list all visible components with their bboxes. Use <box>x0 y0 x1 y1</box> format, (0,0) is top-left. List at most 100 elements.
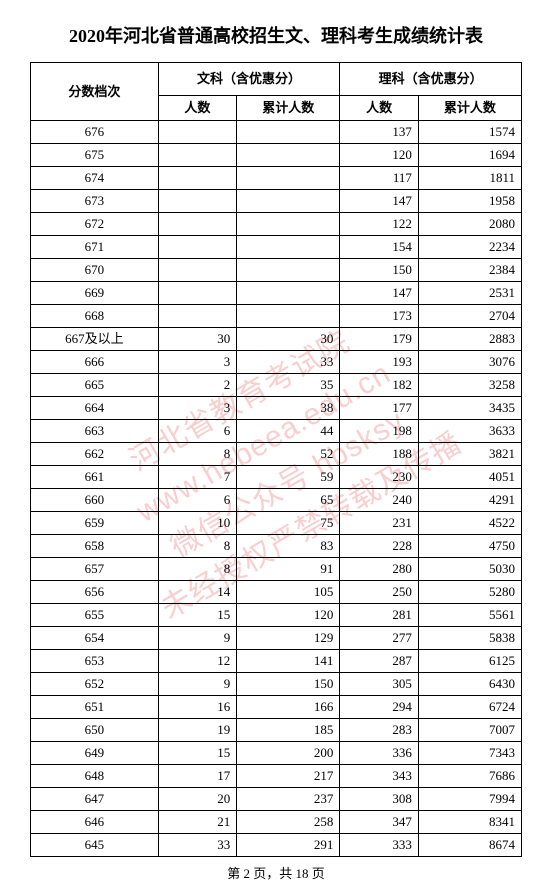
li-count-cell: 193 <box>340 351 419 374</box>
content: 2020年河北省普通高校招生文、理科考生成绩统计表 分数档次 文科（含优惠分） … <box>30 22 522 882</box>
wen-count-cell <box>158 259 237 282</box>
table-row: 6636441983633 <box>31 420 522 443</box>
wen-count-cell <box>158 236 237 259</box>
li-count-cell: 117 <box>340 167 419 190</box>
score-cell: 650 <box>31 719 159 742</box>
col-li-cum: 累计人数 <box>418 96 521 121</box>
col-li-count: 人数 <box>340 96 419 121</box>
table-row: 6617592304051 <box>31 466 522 489</box>
li-cum-cell: 4522 <box>418 512 521 535</box>
score-cell: 675 <box>31 144 159 167</box>
col-score: 分数档次 <box>31 63 159 121</box>
wen-count-cell: 2 <box>158 374 237 397</box>
table-row: 6652351823258 <box>31 374 522 397</box>
table-row: 6711542234 <box>31 236 522 259</box>
wen-cum-cell <box>237 213 340 236</box>
wen-count-cell: 3 <box>158 351 237 374</box>
li-count-cell: 147 <box>340 282 419 305</box>
li-cum-cell: 6430 <box>418 673 521 696</box>
wen-count-cell: 9 <box>158 673 237 696</box>
li-count-cell: 281 <box>340 604 419 627</box>
table-row: 6701502384 <box>31 259 522 282</box>
wen-count-cell: 17 <box>158 765 237 788</box>
wen-count-cell: 14 <box>158 581 237 604</box>
score-cell: 657 <box>31 558 159 581</box>
table-row: 656141052505280 <box>31 581 522 604</box>
score-cell: 646 <box>31 811 159 834</box>
col-li-group: 理科（含优惠分） <box>340 63 522 96</box>
li-count-cell: 228 <box>340 535 419 558</box>
wen-count-cell: 6 <box>158 489 237 512</box>
li-count-cell: 179 <box>340 328 419 351</box>
li-count-cell: 343 <box>340 765 419 788</box>
li-cum-cell: 4291 <box>418 489 521 512</box>
li-cum-cell: 1811 <box>418 167 521 190</box>
li-count-cell: 188 <box>340 443 419 466</box>
table-row: 646212583478341 <box>31 811 522 834</box>
score-cell: 674 <box>31 167 159 190</box>
wen-cum-cell: 83 <box>237 535 340 558</box>
score-cell: 659 <box>31 512 159 535</box>
li-count-cell: 120 <box>340 144 419 167</box>
li-count-cell: 173 <box>340 305 419 328</box>
table-row: 648172173437686 <box>31 765 522 788</box>
score-cell: 670 <box>31 259 159 282</box>
li-count-cell: 347 <box>340 811 419 834</box>
li-count-cell: 198 <box>340 420 419 443</box>
table-body: 6761371574675 1201694 674 11718116731471958… <box>31 121 522 857</box>
wen-count-cell <box>158 282 237 305</box>
li-cum-cell: 7994 <box>418 788 521 811</box>
wen-cum-cell: 141 <box>237 650 340 673</box>
li-cum-cell: 1574 <box>418 121 521 144</box>
wen-cum-cell <box>237 236 340 259</box>
wen-cum-cell <box>237 167 340 190</box>
wen-cum-cell <box>237 259 340 282</box>
wen-cum-cell: 52 <box>237 443 340 466</box>
li-cum-cell: 3633 <box>418 420 521 443</box>
li-count-cell: 336 <box>340 742 419 765</box>
score-cell: 648 <box>31 765 159 788</box>
li-count-cell: 147 <box>340 190 419 213</box>
wen-cum-cell: 38 <box>237 397 340 420</box>
li-count-cell: 250 <box>340 581 419 604</box>
wen-count-cell <box>158 213 237 236</box>
li-cum-cell: 2080 <box>418 213 521 236</box>
wen-cum-cell: 65 <box>237 489 340 512</box>
wen-cum-cell: 200 <box>237 742 340 765</box>
wen-count-cell: 7 <box>158 466 237 489</box>
wen-count-cell: 12 <box>158 650 237 673</box>
score-cell: 660 <box>31 489 159 512</box>
score-cell: 645 <box>31 834 159 857</box>
wen-count-cell <box>158 167 237 190</box>
wen-count-cell <box>158 121 237 144</box>
li-cum-cell: 1694 <box>418 144 521 167</box>
table-row: 645332913338674 <box>31 834 522 857</box>
li-cum-cell: 2531 <box>418 282 521 305</box>
table-row: 6691472531 <box>31 282 522 305</box>
table-row: 6761371574 <box>31 121 522 144</box>
wen-count-cell: 15 <box>158 742 237 765</box>
wen-count-cell: 8 <box>158 558 237 581</box>
wen-count-cell <box>158 190 237 213</box>
wen-cum-cell: 105 <box>237 581 340 604</box>
table-row: 6731471958 <box>31 190 522 213</box>
wen-count-cell: 15 <box>158 604 237 627</box>
table-row: 6681732704 <box>31 305 522 328</box>
table-row: 6721222080 <box>31 213 522 236</box>
li-cum-cell: 3076 <box>418 351 521 374</box>
wen-cum-cell <box>237 144 340 167</box>
score-cell: 668 <box>31 305 159 328</box>
li-count-cell: 137 <box>340 121 419 144</box>
score-cell: 655 <box>31 604 159 627</box>
table-row: 653121412876125 <box>31 650 522 673</box>
table-row: 667及以上30301792883 <box>31 328 522 351</box>
wen-cum-cell: 258 <box>237 811 340 834</box>
li-cum-cell: 7343 <box>418 742 521 765</box>
li-count-cell: 305 <box>340 673 419 696</box>
li-cum-cell: 8341 <box>418 811 521 834</box>
wen-count-cell: 9 <box>158 627 237 650</box>
table-row: 649152003367343 <box>31 742 522 765</box>
li-cum-cell: 3435 <box>418 397 521 420</box>
wen-count-cell: 20 <box>158 788 237 811</box>
wen-cum-cell: 44 <box>237 420 340 443</box>
